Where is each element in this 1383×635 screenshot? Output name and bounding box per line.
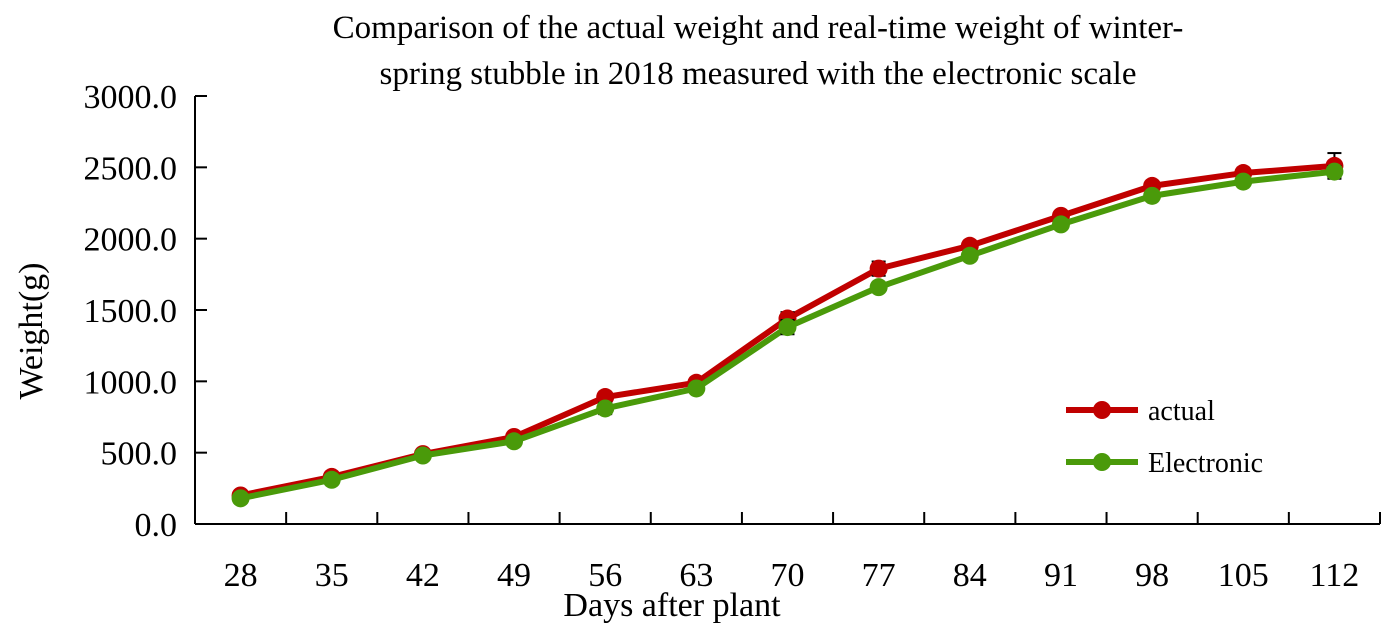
x-tick-label: 70 [771, 557, 805, 594]
x-tick-label: 91 [1044, 557, 1078, 594]
x-tick-label: 49 [497, 557, 531, 594]
legend-swatch-marker-actual [1093, 401, 1111, 419]
data-point-electronic [960, 246, 979, 265]
y-tick-label: 500.0 [101, 436, 178, 473]
y-axis-title: Weight(g) [13, 263, 50, 400]
data-point-electronic [1234, 172, 1253, 191]
data-point-electronic [1143, 186, 1162, 205]
x-tick-label: 77 [862, 557, 896, 594]
y-tick-label: 2500.0 [84, 150, 178, 187]
data-point-electronic [596, 399, 615, 418]
plot-area: 0.0 500.0 1000.0 1500.0 2000.0 2500.0 3000.0 28… [84, 79, 1381, 594]
x-tick-label: 56 [588, 557, 622, 594]
x-tick-label: 98 [1135, 557, 1169, 594]
x-tick-label: 28 [224, 557, 258, 594]
data-point-electronic [505, 432, 524, 451]
y-tick-label: 0.0 [135, 507, 178, 544]
data-point-electronic [231, 489, 250, 508]
chart-title-line-1: Comparison of the actual weight and real… [333, 10, 1184, 46]
y-tick-label: 1500.0 [84, 293, 178, 330]
x-tick-label: 84 [953, 557, 987, 594]
legend-label-actual: actual [1148, 396, 1215, 427]
x-axis-title: Days after plant [563, 587, 781, 624]
x-tick-label: 35 [315, 557, 349, 594]
x-tick-label: 105 [1218, 557, 1269, 594]
x-tick-label: 112 [1310, 557, 1360, 594]
legend-swatch-marker-electronic [1093, 453, 1111, 471]
data-point-electronic [869, 278, 888, 297]
data-point-electronic [687, 379, 706, 398]
legend-label-electronic: Electronic [1148, 448, 1263, 479]
x-tick-label: 42 [406, 557, 440, 594]
data-point-actual [869, 259, 888, 278]
data-point-electronic [1325, 162, 1344, 181]
data-point-electronic [1051, 215, 1070, 234]
data-point-electronic [413, 446, 432, 465]
y-tick-label: 2000.0 [84, 222, 178, 259]
x-tick-label: 63 [679, 557, 713, 594]
y-tick-label: 1000.0 [84, 364, 178, 401]
data-point-electronic [778, 318, 797, 337]
data-point-electronic [322, 470, 341, 489]
y-tick-label: 3000.0 [84, 79, 178, 116]
chart-title-line-2: spring stubble in 2018 measured with the… [380, 56, 1137, 92]
